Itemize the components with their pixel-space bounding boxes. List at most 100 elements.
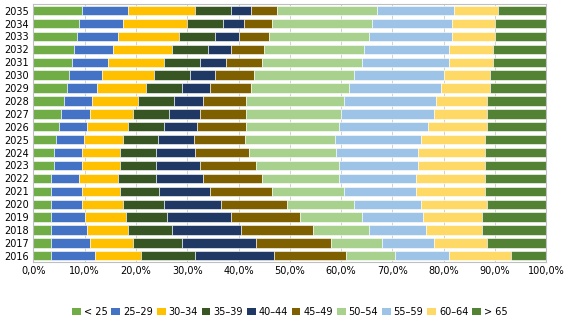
Bar [221, 200, 287, 209]
Bar [126, 213, 167, 222]
Bar [197, 122, 246, 132]
Bar [441, 83, 490, 93]
Bar [53, 148, 82, 157]
Bar [251, 6, 277, 15]
Bar [272, 19, 372, 28]
Bar [51, 174, 80, 183]
Bar [369, 32, 452, 41]
Bar [141, 251, 195, 260]
Bar [33, 122, 59, 132]
Bar [495, 32, 546, 41]
Bar [245, 135, 335, 144]
Bar [211, 187, 272, 196]
Bar [203, 174, 262, 183]
Bar [272, 187, 344, 196]
Bar [33, 238, 51, 248]
Bar [156, 148, 195, 157]
Bar [121, 187, 159, 196]
Bar [249, 148, 336, 157]
Bar [331, 238, 382, 248]
Bar [133, 238, 182, 248]
Bar [51, 226, 87, 235]
Bar [335, 135, 421, 144]
Bar [490, 83, 546, 93]
Legend: < 25, 25–29, 30–34, 35–39, 40–44, 45–49, 50–54, 55–59, 60–64, > 65: < 25, 25–29, 30–34, 35–39, 40–44, 45–49,… [68, 303, 512, 321]
Bar [82, 187, 121, 196]
Bar [488, 96, 546, 106]
Bar [200, 109, 246, 119]
Bar [122, 135, 158, 144]
Bar [146, 83, 182, 93]
Bar [485, 148, 546, 157]
Bar [377, 6, 454, 15]
Bar [483, 213, 546, 222]
Bar [92, 96, 138, 106]
Bar [69, 71, 102, 80]
Bar [354, 200, 420, 209]
Bar [231, 45, 264, 54]
Bar [495, 19, 546, 28]
Bar [90, 109, 133, 119]
Bar [195, 251, 274, 260]
Bar [485, 135, 546, 144]
Bar [354, 71, 444, 80]
Bar [154, 71, 189, 80]
Bar [415, 187, 485, 196]
Bar [87, 226, 128, 235]
Bar [33, 187, 51, 196]
Bar [118, 32, 179, 41]
Bar [369, 226, 426, 235]
Bar [113, 45, 172, 54]
Bar [231, 213, 300, 222]
Bar [418, 148, 485, 157]
Bar [164, 58, 200, 67]
Bar [164, 200, 221, 209]
Bar [415, 174, 485, 183]
Bar [61, 109, 90, 119]
Bar [488, 122, 546, 132]
Bar [434, 109, 488, 119]
Bar [257, 238, 331, 248]
Bar [274, 251, 347, 260]
Bar [436, 96, 488, 106]
Bar [158, 135, 194, 144]
Bar [33, 226, 51, 235]
Bar [488, 238, 546, 248]
Bar [33, 109, 61, 119]
Bar [490, 71, 546, 80]
Bar [382, 238, 434, 248]
Bar [244, 19, 272, 28]
Bar [262, 174, 339, 183]
Bar [423, 213, 483, 222]
Bar [33, 6, 82, 15]
Bar [108, 58, 164, 67]
Bar [75, 45, 113, 54]
Bar [257, 161, 339, 170]
Bar [231, 6, 251, 15]
Bar [51, 187, 82, 196]
Bar [56, 135, 84, 144]
Bar [277, 6, 377, 15]
Bar [262, 58, 362, 67]
Bar [426, 226, 483, 235]
Bar [485, 187, 546, 196]
Bar [51, 213, 85, 222]
Bar [53, 161, 82, 170]
Bar [82, 161, 121, 170]
Bar [33, 148, 53, 157]
Bar [33, 71, 69, 80]
Bar [452, 19, 495, 28]
Bar [251, 83, 349, 93]
Bar [33, 96, 64, 106]
Bar [95, 251, 141, 260]
Bar [33, 251, 51, 260]
Bar [269, 32, 369, 41]
Bar [362, 58, 449, 67]
Bar [493, 58, 546, 67]
Bar [133, 109, 169, 119]
Bar [187, 19, 223, 28]
Bar [121, 161, 156, 170]
Bar [493, 45, 546, 54]
Bar [67, 83, 97, 93]
Bar [200, 58, 226, 67]
